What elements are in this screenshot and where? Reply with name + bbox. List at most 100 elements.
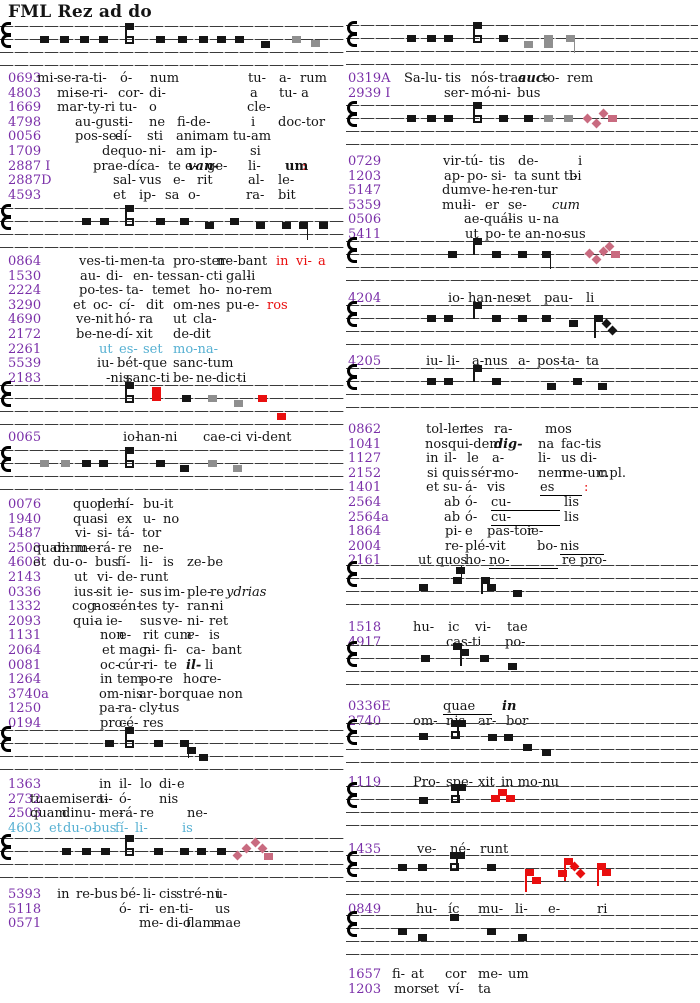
source-id-link[interactable]: 5147 bbox=[348, 183, 382, 199]
source-id-link[interactable]: 2152 bbox=[348, 465, 382, 481]
syllable: quo- bbox=[118, 144, 147, 159]
source-id-link[interactable]: 1203 bbox=[348, 168, 382, 184]
source-id-link[interactable]: 1401 bbox=[348, 480, 382, 496]
source-id-link[interactable]: 0076 bbox=[8, 497, 42, 512]
staff-line bbox=[346, 941, 698, 942]
source-id-link[interactable]: 2564a bbox=[348, 509, 389, 525]
source-id-link[interactable]: 5118 bbox=[8, 901, 42, 917]
source-id-link[interactable]: 2004 bbox=[348, 538, 382, 554]
syllable: si bbox=[97, 511, 108, 527]
source-id-link[interactable]: 1530 bbox=[8, 268, 42, 284]
source-id-link[interactable]: 1940 bbox=[8, 511, 42, 527]
source-id-link[interactable]: 5487 bbox=[8, 526, 42, 542]
source-id-link[interactable]: 4593 bbox=[8, 187, 42, 203]
syllable: ut bbox=[74, 570, 88, 585]
clef-lower-arc bbox=[347, 863, 357, 877]
source-id-link[interactable]: 4803 bbox=[8, 85, 42, 101]
chant-text-row: 2143 ut vi-de-runt bbox=[0, 571, 344, 586]
source-id-link[interactable]: 1669 bbox=[8, 100, 42, 116]
source-id-link[interactable]: 4690 bbox=[8, 312, 42, 328]
syllable: ra bbox=[139, 312, 153, 328]
source-id-link[interactable]: 0506 bbox=[348, 212, 382, 228]
staff-line bbox=[0, 234, 344, 235]
staff-line bbox=[346, 305, 698, 306]
source-id-link[interactable]: 0056 bbox=[8, 129, 42, 145]
staff-line bbox=[0, 851, 344, 852]
source-id-link[interactable]: 4603 bbox=[8, 555, 42, 571]
source-id-link[interactable]: 2224 bbox=[8, 283, 42, 299]
source-id-link[interactable]: 0693 bbox=[8, 71, 42, 86]
source-id-link[interactable]: 1518 bbox=[348, 620, 382, 635]
syllable: ren-tur bbox=[511, 183, 558, 199]
source-id-link[interactable]: 5393 bbox=[8, 887, 42, 902]
chant-text-row: 0506 ae-quá-lis u-na bbox=[346, 213, 698, 228]
syllable: re bbox=[210, 584, 224, 600]
source-id-link[interactable]: 0194 bbox=[8, 716, 42, 731]
syllable: li- bbox=[463, 197, 476, 213]
source-id-link[interactable]: 0065 bbox=[8, 430, 42, 445]
source-id-link[interactable]: 1657 bbox=[348, 967, 382, 982]
source-id-link[interactable]: 5359 bbox=[348, 197, 382, 213]
source-id-link[interactable]: 0729 bbox=[348, 154, 382, 169]
source-id-link[interactable]: 2093 bbox=[8, 613, 42, 629]
source-id-link[interactable]: 4603 bbox=[8, 820, 42, 836]
source-id-link[interactable]: 2887D bbox=[8, 173, 52, 189]
source-id-link[interactable]: 1864 bbox=[348, 524, 382, 540]
neume-note bbox=[547, 383, 556, 390]
source-id-link[interactable]: 2939 I bbox=[348, 85, 391, 101]
source-id-link[interactable]: 1363 bbox=[8, 777, 42, 792]
source-id-link[interactable]: 2887 I bbox=[8, 158, 51, 174]
syllable: cle- bbox=[247, 100, 271, 116]
staff-line bbox=[0, 385, 344, 386]
source-id-link[interactable]: 3740a bbox=[8, 686, 49, 702]
syllable: au-gus- bbox=[75, 114, 124, 130]
source-id-link[interactable]: 2172 bbox=[8, 327, 42, 342]
syllable: e bbox=[465, 524, 473, 540]
source-id-link[interactable]: 2064 bbox=[8, 643, 42, 658]
source-id-link[interactable]: 0571 bbox=[8, 916, 42, 932]
chant-text-row: 0864 ves-ti-men-ta pro-ster-ne-bant in vi-a bbox=[0, 255, 344, 270]
syllable: li- bbox=[515, 902, 528, 917]
syllable: et bbox=[73, 297, 86, 313]
source-id-link[interactable]: 0336 bbox=[8, 584, 42, 600]
source-id-link[interactable]: 2732 bbox=[8, 791, 42, 807]
staff-line bbox=[346, 825, 698, 826]
note-stem bbox=[125, 29, 127, 40]
chant-text-row: 2564a ab ó-cu-lis bbox=[346, 509, 698, 526]
staff-line bbox=[346, 280, 698, 281]
staff-line bbox=[346, 241, 698, 242]
source-id-link[interactable]: 0319A bbox=[348, 71, 391, 86]
syllable: dit bbox=[146, 297, 164, 313]
source-id-link[interactable]: 1264 bbox=[8, 672, 42, 688]
neume-note bbox=[80, 36, 89, 43]
syllable: ser- bbox=[444, 85, 469, 101]
staff-system bbox=[346, 911, 698, 956]
source-id-link[interactable]: 0081 bbox=[8, 657, 42, 673]
source-id-link[interactable]: 1041 bbox=[348, 436, 382, 452]
source-id-link[interactable]: 2183 bbox=[8, 370, 42, 386]
source-id-link[interactable]: 3290 bbox=[8, 297, 42, 313]
source-id-link[interactable]: 0862 bbox=[348, 422, 382, 437]
source-id-link[interactable]: 2503 bbox=[8, 540, 42, 556]
source-id-link[interactable]: 2143 bbox=[8, 570, 42, 585]
c-clef-icon bbox=[1, 381, 11, 407]
source-id-link[interactable]: 1709 bbox=[8, 144, 42, 159]
source-id-link[interactable]: 1332 bbox=[8, 599, 42, 615]
syllable: se- bbox=[508, 197, 527, 213]
syllable: qui- bbox=[73, 613, 99, 629]
source-id-link[interactable]: 4798 bbox=[8, 114, 42, 130]
source-id-link[interactable]: 2564 bbox=[348, 495, 382, 510]
source-id-link[interactable]: 1203 bbox=[348, 981, 382, 997]
syllable: il- bbox=[186, 657, 202, 673]
source-id-link[interactable]: 1250 bbox=[8, 701, 42, 717]
source-id-link[interactable]: 0864 bbox=[8, 254, 42, 269]
source-id-link[interactable]: 0336E bbox=[348, 699, 391, 714]
source-id-link[interactable]: 5539 bbox=[8, 356, 42, 372]
source-id-link[interactable]: 2503 bbox=[8, 806, 42, 822]
syllable: sa bbox=[165, 187, 180, 203]
source-id-link[interactable]: 1131 bbox=[8, 628, 42, 644]
staff-line bbox=[346, 64, 698, 65]
syllable: tá- bbox=[117, 526, 135, 542]
source-id-link[interactable]: 1127 bbox=[348, 451, 382, 467]
source-id-link[interactable]: 2261 bbox=[8, 341, 42, 357]
